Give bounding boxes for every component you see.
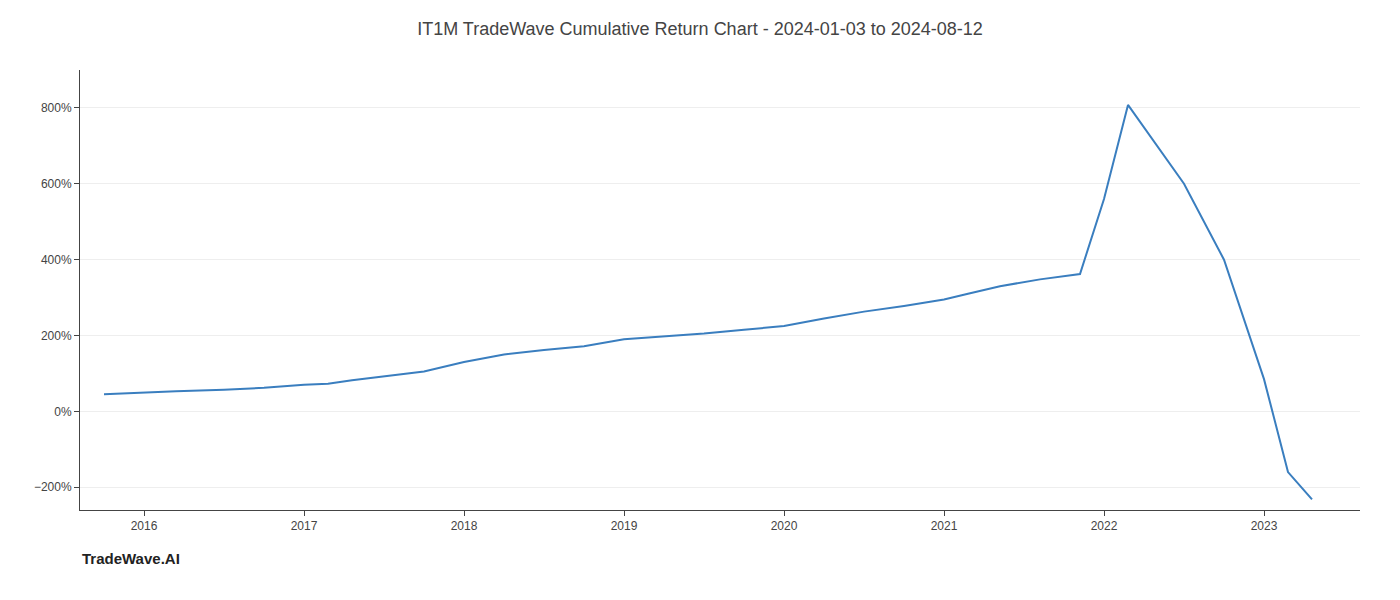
svg-text:2019: 2019 (611, 519, 638, 533)
svg-text:−200%: −200% (34, 480, 72, 494)
svg-text:TradeWave.AI: TradeWave.AI (82, 550, 180, 567)
svg-text:200%: 200% (41, 329, 72, 343)
svg-text:IT1M TradeWave Cumulative Retu: IT1M TradeWave Cumulative Return Chart -… (417, 19, 983, 39)
svg-text:2022: 2022 (1091, 519, 1118, 533)
svg-text:2021: 2021 (931, 519, 958, 533)
svg-text:2016: 2016 (131, 519, 158, 533)
svg-text:400%: 400% (41, 253, 72, 267)
svg-text:800%: 800% (41, 101, 72, 115)
svg-text:2020: 2020 (771, 519, 798, 533)
svg-text:2017: 2017 (291, 519, 318, 533)
svg-text:600%: 600% (41, 177, 72, 191)
svg-text:0%: 0% (54, 405, 72, 419)
svg-text:2023: 2023 (1251, 519, 1278, 533)
svg-text:2018: 2018 (451, 519, 478, 533)
